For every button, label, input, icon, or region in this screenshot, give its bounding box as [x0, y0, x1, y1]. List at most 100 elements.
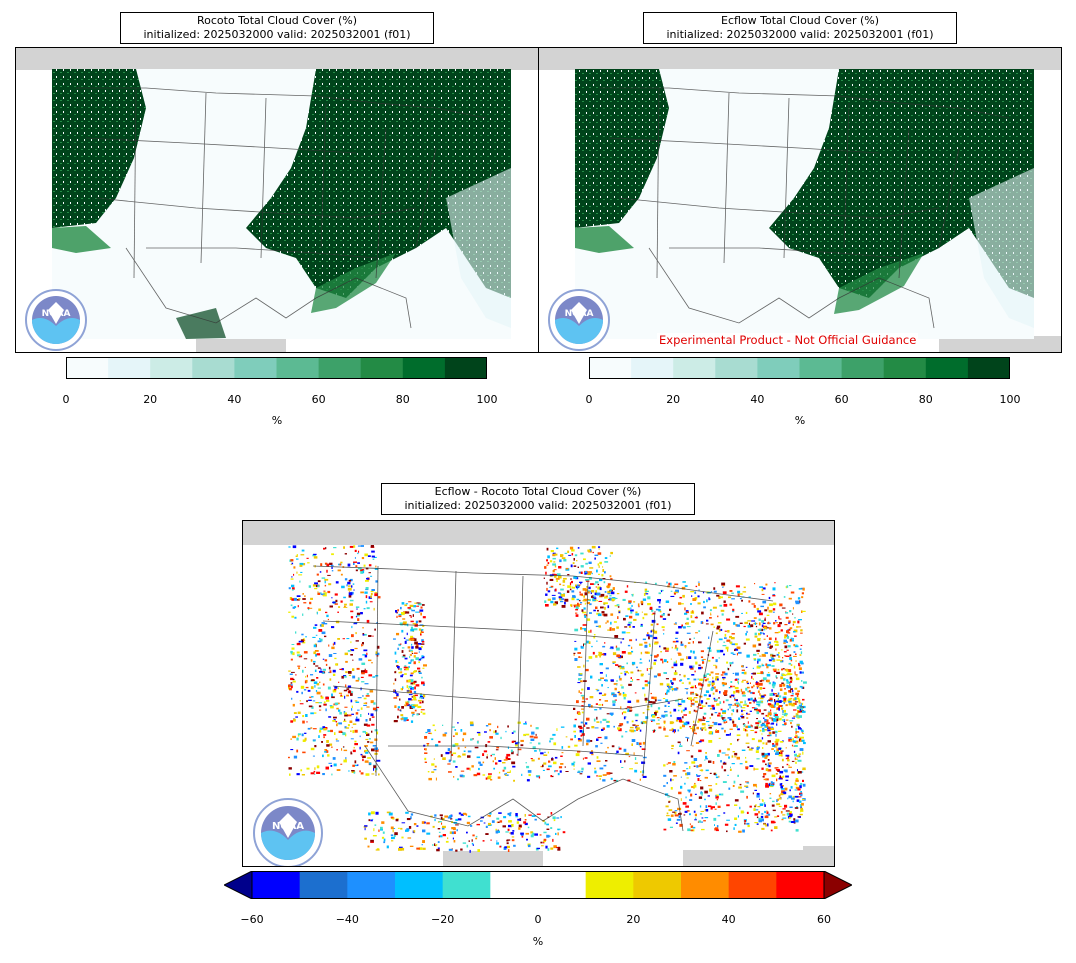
diff-speckle: [622, 638, 625, 640]
diff-speckle: [497, 821, 500, 823]
diff-speckle: [744, 785, 749, 787]
diff-speckle: [496, 821, 498, 824]
diff-speckle: [681, 626, 686, 628]
diff-speckle: [786, 641, 788, 643]
diff-speckle: [663, 659, 667, 663]
diff-speckle: [754, 635, 758, 638]
diff-speckle: [442, 733, 447, 737]
diff-speckle: [420, 612, 422, 616]
diff-speckle: [391, 840, 394, 842]
diff-speckle: [317, 640, 322, 643]
diff-speckle: [575, 609, 578, 611]
diff-speckle: [734, 697, 736, 700]
diff-speckle: [611, 692, 615, 696]
diff-speckle: [356, 615, 360, 617]
diff-speckle: [793, 651, 796, 653]
diff-speckle: [580, 571, 583, 574]
diff-speckle: [766, 635, 768, 637]
diff-speckle: [604, 557, 608, 559]
diff-speckle: [758, 811, 760, 814]
diff-speckle: [704, 790, 708, 794]
diff-speckle: [770, 709, 772, 712]
diff-speckle: [407, 688, 410, 690]
diff-speckle: [781, 673, 785, 675]
diff-speckle: [403, 717, 408, 720]
diff-speckle: [715, 783, 718, 785]
diff-speckle: [680, 643, 684, 646]
diff-speckle: [770, 784, 775, 787]
diff-speckle: [365, 751, 369, 754]
diff-speckle: [673, 663, 678, 667]
diff-speckle: [776, 677, 778, 679]
diff-speckle: [296, 571, 298, 574]
diff-speckle: [563, 559, 567, 562]
diff-speckle: [722, 591, 727, 594]
diff-speckle: [550, 812, 553, 815]
diff-speckle: [788, 702, 793, 706]
diff-speckle: [368, 572, 371, 574]
diff-speckle: [291, 685, 293, 689]
diff-speckle: [774, 730, 778, 734]
diff-speckle: [307, 562, 310, 564]
diff-speckle: [546, 828, 550, 830]
diff-speckle: [663, 828, 667, 831]
diff-speckle: [418, 628, 422, 631]
diff-speckle: [413, 628, 418, 631]
diff-speckle: [298, 642, 300, 644]
diff-speckle: [478, 767, 480, 771]
diff-speckle: [621, 712, 623, 715]
diff-speckle: [413, 638, 417, 641]
diff-speckle: [642, 638, 646, 641]
diff-speckle: [413, 680, 417, 683]
diff-speckle: [759, 803, 764, 806]
diff-speckle: [756, 758, 760, 760]
diff-speckle: [709, 673, 711, 676]
diff-speckle: [371, 723, 375, 726]
diff-speckle: [538, 742, 541, 745]
diff-speckle: [545, 845, 548, 849]
diff-speckle: [344, 578, 348, 581]
diff-speckle: [635, 611, 638, 614]
diff-speckle: [543, 831, 547, 834]
diff-speckle: [333, 689, 337, 691]
diff-speckle: [361, 670, 365, 674]
diff-speckle: [771, 804, 775, 807]
diff-speckle: [743, 625, 746, 628]
diff-speckle: [785, 810, 790, 812]
diff-speckle: [659, 717, 662, 719]
diff-speckle: [704, 679, 708, 682]
diff-speckle: [731, 694, 735, 697]
diff-speckle: [695, 661, 698, 665]
diff-speckle: [357, 562, 360, 564]
diff-speckle: [299, 703, 304, 705]
diff-speckle: [782, 657, 784, 659]
diff-speckle: [607, 583, 611, 586]
diff-speckle: [687, 738, 688, 742]
diff-speckle: [713, 772, 716, 775]
diff-speckle: [782, 817, 787, 819]
diff-speckle: [354, 549, 357, 552]
diff-speckle: [748, 748, 753, 751]
diff-speckle: [394, 692, 397, 694]
diff-speckle: [780, 741, 784, 743]
diff-speckle: [532, 746, 536, 750]
diff-speckle: [465, 813, 468, 816]
diff-speckle: [580, 694, 585, 697]
diff-speckle: [411, 711, 415, 714]
diff-speckle: [370, 713, 374, 717]
diff-speckle: [671, 748, 674, 750]
diff-speckle: [659, 645, 661, 648]
diff-speckle: [408, 685, 412, 688]
diff-speckle: [622, 692, 625, 695]
diff-speckle: [410, 620, 414, 623]
diff-speckle: [662, 698, 666, 699]
diff-speckle: [742, 591, 747, 593]
diff-speckle: [355, 712, 359, 715]
diff-speckle: [294, 606, 297, 608]
experimental-watermark: Experimental Product - Not Official Guid…: [657, 333, 919, 347]
diff-speckle: [424, 757, 427, 761]
diff-speckle: [733, 827, 735, 830]
diff-speckle: [411, 638, 415, 641]
diff-speckle: [779, 622, 782, 625]
diff-speckle: [704, 776, 708, 779]
